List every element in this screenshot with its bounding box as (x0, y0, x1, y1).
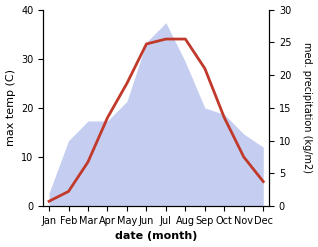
Y-axis label: med. precipitation (kg/m2): med. precipitation (kg/m2) (302, 42, 313, 173)
Y-axis label: max temp (C): max temp (C) (5, 69, 16, 146)
X-axis label: date (month): date (month) (115, 231, 197, 242)
